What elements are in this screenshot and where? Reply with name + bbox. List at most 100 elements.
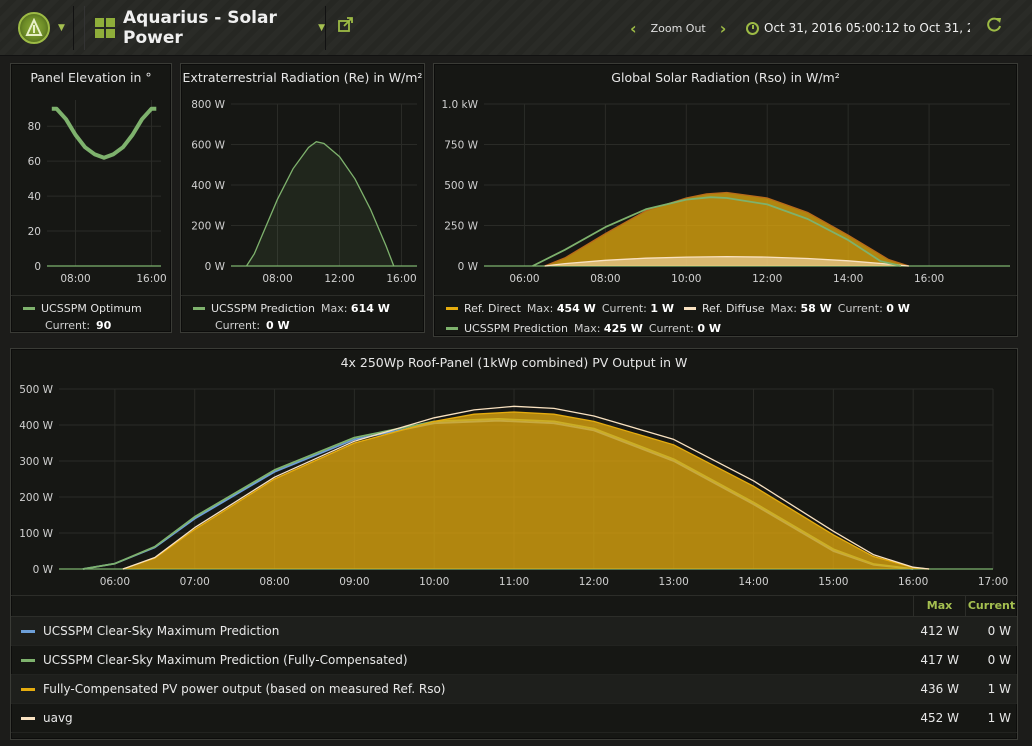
- elevation-chart: 0 20 40 60 80 08:00 16:00: [28, 100, 167, 285]
- series-swatch: [21, 716, 35, 720]
- x-tick-label: 16:00: [386, 273, 416, 285]
- legend-current: Current: 1 W: [601, 302, 674, 315]
- legend-max: Max: 425 W: [573, 322, 643, 335]
- caret-down-icon: ▼: [318, 23, 325, 33]
- x-tick-label: 17:00: [978, 576, 1008, 588]
- chevron-left-icon[interactable]: ‹: [630, 18, 637, 38]
- legend-series-name[interactable]: UCSSPM Prediction: [464, 322, 568, 335]
- y-tick-label: 20: [28, 226, 41, 238]
- y-tick-label: 500 W: [444, 180, 478, 192]
- y-tick-label: 60: [28, 156, 41, 168]
- legend-current-value: 1 W: [987, 711, 1011, 725]
- legend-row[interactable]: UCSSPM Clear-Sky Maximum Prediction (Ful…: [11, 646, 1017, 675]
- y-tick-label: 200 W: [19, 492, 53, 504]
- pv-output-chart: 0 W 100 W 200 W 300 W 400 W 500 W 06:00 07:00 08…: [19, 384, 1008, 588]
- legend-max: Max: 454 W: [526, 302, 596, 315]
- x-tick-label: 08:00: [259, 576, 289, 588]
- series-line: [51, 106, 157, 160]
- y-tick-label: 300 W: [19, 456, 53, 468]
- series-line: [544, 191, 909, 267]
- header-current[interactable]: Current: [965, 595, 1017, 617]
- y-tick-label: 400 W: [19, 420, 53, 432]
- global-radiation-chart: 0 W 250 W 500 W 750 W 1.0 kW 06:00 08:00 10:00 1…: [442, 99, 1010, 285]
- y-tick-label: 0 W: [205, 261, 226, 273]
- series-line: [245, 140, 395, 267]
- y-tick-label: 40: [28, 191, 41, 203]
- legend-stat: Current: 0 W: [193, 317, 424, 334]
- zoom-controls: ‹ Zoom Out ›: [630, 14, 726, 42]
- y-tick-label: 600 W: [191, 140, 225, 152]
- legend-table-body: UCSSPM Clear-Sky Maximum Prediction 412 …: [11, 617, 1017, 733]
- legend-table-header: Max Current: [11, 595, 1017, 617]
- panel-title[interactable]: Global Solar Radiation (Rso) in W/m²: [611, 70, 840, 85]
- panel-pv-output: 4x 250Wp Roof-Panel (1kWp combined) PV O…: [10, 348, 1018, 740]
- legend-series-name: UCSSPM Optimum: [41, 302, 142, 315]
- refresh-icon[interactable]: [986, 16, 1002, 37]
- time-range-text: Oct 31, 2016 05:00:12 to Oct 31, 20...: [764, 21, 970, 35]
- header-max[interactable]: Max: [913, 595, 965, 617]
- clock-icon: [746, 21, 759, 35]
- legend-max: Max: 58 W: [770, 302, 832, 315]
- dashboard-picker[interactable]: Aquarius - Solar Power ▼: [84, 6, 326, 50]
- panel-elevation: Panel Elevation in ° 0 20 40 60 80 08:00 16:00…: [10, 63, 172, 333]
- x-tick-label: 13:00: [659, 576, 689, 588]
- series-line: [122, 411, 930, 570]
- legend-item[interactable]: UCSSPM Optimum: [23, 300, 171, 317]
- x-tick-label: 06:00: [100, 576, 130, 588]
- legend-row[interactable]: Fully-Compensated PV power output (based…: [11, 675, 1017, 704]
- series-swatch: [21, 658, 35, 662]
- legend-row[interactable]: uavg 452 W 1 W: [11, 704, 1017, 733]
- series-area: [544, 192, 909, 266]
- time-range-picker[interactable]: Oct 31, 2016 05:00:12 to Oct 31, 20...: [746, 14, 970, 42]
- dashboard-title: Aquarius - Solar Power: [123, 8, 277, 48]
- series-swatch: [193, 307, 205, 310]
- legend-series-name[interactable]: Ref. Direct: [464, 302, 521, 315]
- x-tick-label: 15:00: [818, 576, 848, 588]
- y-tick-label: 250 W: [444, 221, 478, 233]
- extraterrestrial-chart: 0 W 200 W 400 W 600 W 800 W 08:00 12:00 16:00: [191, 99, 417, 285]
- grafana-logo-icon: [18, 12, 50, 44]
- legend-current-value: 0 W: [266, 319, 290, 332]
- x-tick-label: 12:00: [324, 273, 354, 285]
- panel-title[interactable]: Panel Elevation in °: [30, 70, 152, 85]
- y-tick-label: 200 W: [191, 221, 225, 233]
- top-navbar: ▼ Aquarius - Solar Power ▼ ‹ Zoom Out › …: [0, 0, 1032, 56]
- legend-series-name[interactable]: Ref. Diffuse: [701, 302, 765, 315]
- legend-series-name: uavg: [43, 711, 73, 725]
- series-swatch: [21, 629, 35, 633]
- legend-series-name: Fully-Compensated PV power output (based…: [43, 682, 446, 696]
- x-tick-label: 07:00: [180, 576, 210, 588]
- panel-global: Global Solar Radiation (Rso) in W/m² 0 W…: [433, 63, 1018, 337]
- series-swatch: [21, 687, 35, 691]
- x-tick-label: 12:00: [752, 273, 782, 285]
- series-swatch: [446, 307, 458, 310]
- y-tick-label: 800 W: [191, 99, 225, 111]
- legend-current-value: 90: [96, 319, 112, 332]
- legend-item[interactable]: UCSSPM Prediction Max: 614 W: [193, 300, 424, 317]
- legend-max-value: 417 W: [920, 653, 959, 667]
- zoom-out-button[interactable]: Zoom Out: [650, 21, 706, 35]
- panel-title[interactable]: Extraterrestrial Radiation (Re) in W/m²: [182, 70, 423, 85]
- logo-menu-button[interactable]: ▼: [10, 6, 74, 50]
- panel-title[interactable]: 4x 250Wp Roof-Panel (1kWp combined) PV O…: [340, 355, 688, 370]
- x-tick-label: 16:00: [136, 273, 166, 285]
- x-tick-label: 14:00: [738, 576, 768, 588]
- x-tick-label: 09:00: [339, 576, 369, 588]
- legend-row[interactable]: UCSSPM Clear-Sky Maximum Prediction 412 …: [11, 617, 1017, 646]
- series-area: [246, 141, 394, 266]
- series-line: [532, 196, 902, 267]
- share-icon[interactable]: [338, 16, 358, 36]
- legend-current-value: 1 W: [987, 682, 1011, 696]
- y-tick-label: 80: [28, 121, 41, 133]
- chevron-right-icon[interactable]: ›: [719, 18, 727, 38]
- panel-legend: UCSSPM Prediction Max: 614 W Current: 0 …: [181, 295, 424, 334]
- legend-current: Current: 0 W: [837, 302, 910, 315]
- x-tick-label: 08:00: [262, 273, 292, 285]
- legend-table: Max Current UCSSPM Clear-Sky Maximum Pre…: [11, 595, 1017, 739]
- series-swatch: [446, 327, 458, 330]
- x-tick-label: 16:00: [898, 576, 928, 588]
- y-tick-label: 0 W: [458, 261, 479, 273]
- panel-extraterrestrial: Extraterrestrial Radiation (Re) in W/m² …: [180, 63, 425, 333]
- y-tick-label: 400 W: [191, 180, 225, 192]
- series-swatch: [23, 307, 35, 310]
